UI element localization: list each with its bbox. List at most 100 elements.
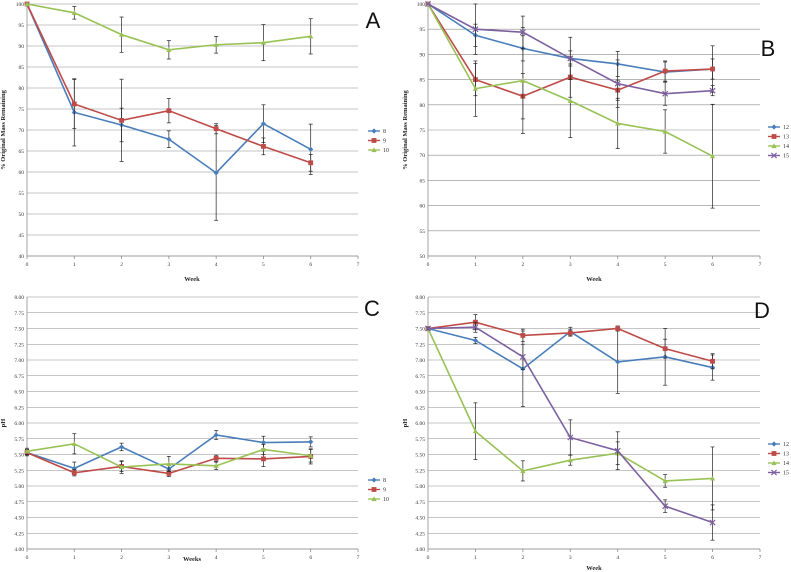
legend-marker xyxy=(371,496,377,502)
y-tick-label: 7.50 xyxy=(14,327,24,333)
y-tick-label: 7.50 xyxy=(415,327,425,333)
y-tick-label: 8.00 xyxy=(415,295,425,301)
x-tick-label: 1 xyxy=(474,262,477,268)
data-point xyxy=(166,108,172,114)
data-point xyxy=(710,66,715,72)
legend-item: 10 xyxy=(368,496,389,503)
data-point xyxy=(118,32,125,37)
legend-marker xyxy=(770,152,778,159)
y-tick-label: 6.00 xyxy=(14,421,24,427)
y-tick-label: 7.25 xyxy=(14,342,24,348)
legend-marker xyxy=(771,124,777,130)
data-point xyxy=(709,519,716,526)
y-tick-label: 65 xyxy=(19,149,25,155)
series-12 xyxy=(425,325,716,407)
y-tick-label: 55 xyxy=(19,191,25,197)
x-tick-label: 6 xyxy=(711,262,714,268)
panel-letter: B xyxy=(761,36,776,61)
y-tick-label: 55 xyxy=(420,229,426,235)
y-tick-label: 5.00 xyxy=(415,484,425,490)
x-tick-label: 3 xyxy=(569,262,572,268)
data-point xyxy=(71,465,77,471)
x-tick-label: 0 xyxy=(26,555,29,561)
data-point xyxy=(308,146,314,152)
legend-label: 12 xyxy=(783,125,789,131)
y-tick-label: 4.50 xyxy=(14,516,24,522)
data-point xyxy=(308,33,314,39)
x-tick-label: 5 xyxy=(664,262,667,268)
y-tick-label: 5.25 xyxy=(415,468,425,474)
legend-item: 12 xyxy=(768,441,789,448)
data-point xyxy=(119,117,124,123)
y-tick-label: 4.75 xyxy=(415,500,425,506)
y-tick-label: 40 xyxy=(19,254,25,260)
data-point xyxy=(662,128,668,134)
x-tick-label: 0 xyxy=(427,262,430,268)
y-tick-label: 7.75 xyxy=(14,311,24,317)
data-point xyxy=(213,126,219,132)
legend-label: 8 xyxy=(383,129,386,135)
legend-item: 9 xyxy=(368,138,386,145)
data-point xyxy=(24,1,30,7)
x-tick-label: 0 xyxy=(26,262,29,268)
x-tick-label: 2 xyxy=(120,262,123,268)
y-axis-label: pH xyxy=(0,419,7,428)
y-tick-label: 7.25 xyxy=(415,342,425,348)
data-point xyxy=(567,434,574,441)
x-tick-label: 7 xyxy=(759,555,762,561)
legend-marker xyxy=(771,441,777,447)
legend-label: 10 xyxy=(383,497,389,503)
legend-item: 12 xyxy=(768,124,789,131)
data-point xyxy=(615,120,621,126)
y-tick-label: 4.25 xyxy=(415,531,425,537)
data-point xyxy=(662,346,668,352)
data-point xyxy=(166,471,172,476)
y-tick-label: 4.75 xyxy=(14,500,24,506)
x-tick-label: 4 xyxy=(616,262,619,268)
data-point xyxy=(166,47,172,52)
data-point xyxy=(308,453,314,458)
y-tick-label: 4.00 xyxy=(14,547,24,553)
data-point xyxy=(614,80,621,87)
legend-label: 12 xyxy=(783,442,789,448)
data-point xyxy=(261,456,266,462)
x-tick-label: 4 xyxy=(616,555,619,561)
y-tick-label: 6.50 xyxy=(14,390,24,396)
data-point xyxy=(166,136,172,142)
data-point xyxy=(519,29,526,36)
legend-label: 10 xyxy=(383,148,389,154)
data-point xyxy=(260,446,267,452)
legend-label: 13 xyxy=(783,452,789,458)
legend-label: 9 xyxy=(383,488,386,494)
y-tick-label: 6.00 xyxy=(415,421,425,427)
y-tick-label: 4.50 xyxy=(415,516,425,522)
data-point xyxy=(118,464,125,470)
y-tick-label: 85 xyxy=(420,78,426,84)
y-tick-label: 6.75 xyxy=(415,374,425,380)
y-tick-label: 60 xyxy=(19,170,25,176)
x-axis-label: Week xyxy=(586,565,602,572)
y-tick-label: 80 xyxy=(420,103,426,109)
y-tick-label: 8.00 xyxy=(14,295,24,301)
y-tick-label: 6.50 xyxy=(415,390,425,396)
data-point xyxy=(709,475,716,481)
legend-item: 15 xyxy=(768,469,789,477)
y-tick-label: 100 xyxy=(16,2,25,8)
y-axis-label: % Original Mass Remaining xyxy=(402,89,409,169)
y-tick-label: 90 xyxy=(420,52,426,58)
y-tick-label: 95 xyxy=(420,27,426,33)
data-point xyxy=(166,461,172,467)
data-point xyxy=(118,444,125,450)
x-tick-label: 5 xyxy=(262,555,265,561)
y-tick-label: 90 xyxy=(19,44,25,50)
legend-marker xyxy=(771,134,777,139)
legend-item: 13 xyxy=(768,451,789,458)
data-point xyxy=(615,359,621,365)
data-point xyxy=(424,325,432,332)
legend-label: 8 xyxy=(383,478,386,484)
legend-item: 10 xyxy=(368,147,389,154)
y-tick-label: 5.50 xyxy=(14,453,24,459)
y-axis-label: % Original Mass Remaining xyxy=(0,89,7,169)
x-tick-label: 2 xyxy=(120,555,123,561)
